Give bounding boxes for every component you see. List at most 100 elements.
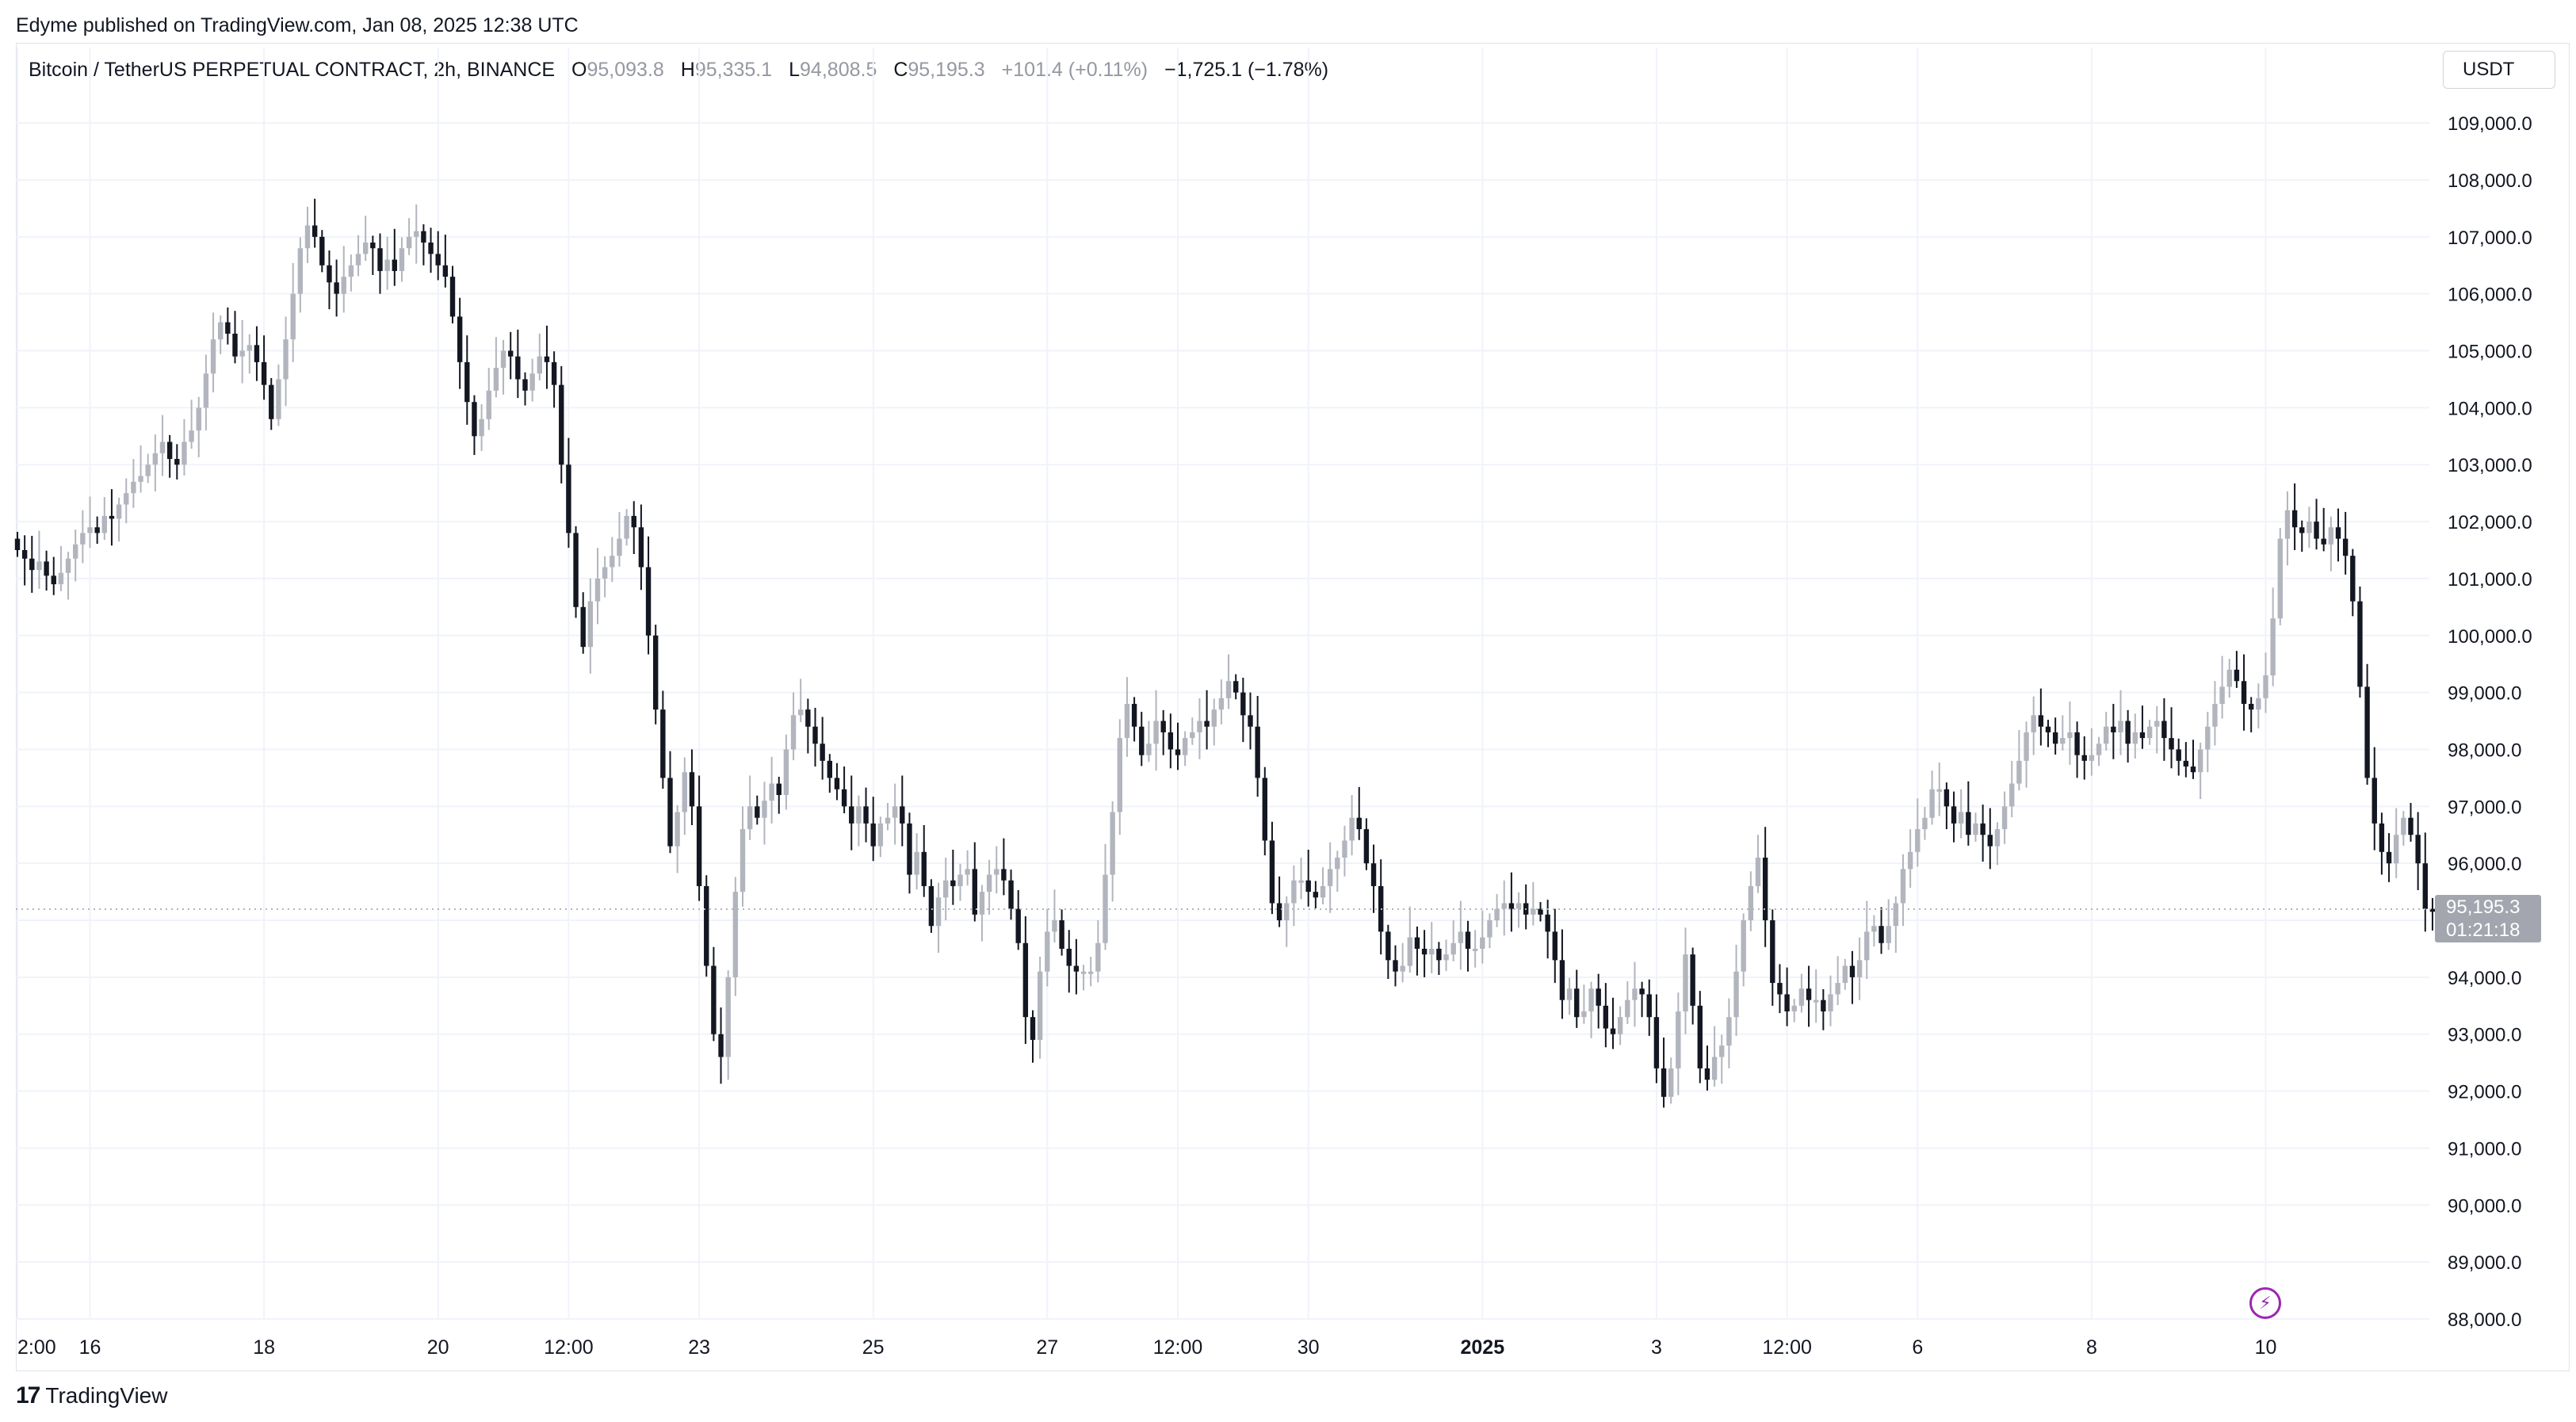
candle — [182, 419, 187, 476]
candle-body — [327, 265, 332, 283]
candle — [892, 783, 898, 845]
candle — [472, 395, 477, 456]
candle — [1704, 1045, 1710, 1091]
candle-body — [943, 880, 949, 898]
candle — [116, 497, 122, 542]
candle-body — [580, 606, 586, 648]
candle — [704, 875, 709, 977]
candle — [2321, 507, 2326, 552]
candle-body — [1356, 817, 1362, 830]
candle-body — [1617, 1017, 1623, 1034]
candle-body — [877, 823, 884, 847]
candle — [2364, 663, 2370, 786]
candle — [2299, 520, 2305, 552]
candle — [2284, 491, 2291, 566]
candle-body — [907, 823, 912, 875]
candle-body — [725, 977, 731, 1057]
candle — [1146, 721, 1152, 763]
candle — [2277, 527, 2283, 625]
candle — [1211, 698, 1217, 746]
candle — [1726, 998, 1732, 1068]
candle — [174, 444, 180, 480]
candle-body — [711, 965, 717, 1034]
candle-body — [2415, 835, 2421, 864]
candle — [965, 850, 970, 886]
candle — [740, 806, 746, 907]
candle-body — [486, 390, 491, 419]
candle — [863, 787, 869, 843]
candle — [1363, 818, 1370, 870]
candle-body — [319, 236, 325, 266]
candle-body — [1798, 988, 1805, 1006]
candle — [1313, 881, 1319, 908]
candle — [1762, 827, 1768, 947]
candle — [732, 877, 739, 996]
candle-body — [755, 806, 760, 818]
candle-body — [638, 527, 644, 568]
candle — [145, 453, 151, 484]
candle — [1849, 950, 1856, 1004]
candle-body — [1240, 692, 1246, 716]
candle-body — [1690, 954, 1695, 1006]
candle-body — [1335, 858, 1340, 870]
candle-body — [1994, 829, 2001, 847]
candle — [1966, 781, 1971, 846]
candle-body — [479, 419, 484, 437]
candle-body — [682, 772, 687, 812]
candle-body — [2009, 783, 2015, 807]
y-tick-label: 108,000.0 — [2448, 170, 2532, 192]
y-tick-label: 102,000.0 — [2448, 512, 2532, 533]
candle — [399, 237, 405, 282]
candle-body — [1480, 937, 1485, 949]
candle-body — [1726, 1017, 1732, 1046]
candle-body — [341, 277, 346, 294]
candle — [1494, 893, 1500, 927]
candle — [827, 754, 832, 793]
candle-body — [311, 225, 318, 237]
candle — [1523, 884, 1529, 930]
candle — [2241, 654, 2247, 731]
candle-body — [2277, 538, 2283, 619]
candle-body — [1182, 738, 1188, 755]
y-tick-label: 91,000.0 — [2448, 1138, 2521, 1160]
candle — [1501, 880, 1507, 936]
candle — [152, 434, 159, 491]
y-tick-label: 107,000.0 — [2448, 227, 2532, 249]
candle-body — [2408, 817, 2414, 835]
candle-body — [1922, 817, 1928, 830]
x-tick-label: 12:00 — [1153, 1336, 1203, 1359]
candle — [1922, 807, 1928, 840]
x-tick-label: 12:00 — [544, 1336, 594, 1359]
candle — [2219, 656, 2225, 719]
x-tick-label: 10 — [2255, 1336, 2277, 1359]
candle — [2372, 747, 2377, 851]
lightning-icon[interactable]: ⚡ — [2249, 1287, 2281, 1319]
candle — [2234, 651, 2240, 688]
candle — [1008, 870, 1014, 920]
candle — [986, 859, 992, 915]
candle-body — [414, 231, 419, 237]
candle — [522, 372, 528, 406]
candle-body — [2364, 686, 2370, 778]
candle-body — [689, 772, 695, 807]
candle-body — [1791, 1005, 1797, 1011]
candle-body — [1704, 1068, 1710, 1080]
candle-body — [159, 442, 166, 453]
candle — [1421, 930, 1428, 977]
candle — [1871, 915, 1877, 947]
candle-body — [1248, 715, 1253, 727]
currency-unit-button[interactable]: USDT — [2443, 51, 2555, 89]
candle — [2111, 704, 2116, 759]
candle — [2009, 760, 2015, 817]
symbol-title[interactable]: Bitcoin / TetherUS PERPETUAL CONTRACT, 2… — [29, 59, 556, 81]
candle-body — [1943, 789, 1950, 807]
candle-body — [2139, 732, 2146, 739]
candle-body — [1900, 869, 1906, 904]
candle — [1900, 854, 1906, 927]
candle-body — [124, 493, 129, 505]
y-tick-label: 92,000.0 — [2448, 1082, 2521, 1103]
chart-frame — [16, 43, 2570, 1371]
candle — [610, 537, 615, 583]
candle-body — [1146, 743, 1152, 755]
